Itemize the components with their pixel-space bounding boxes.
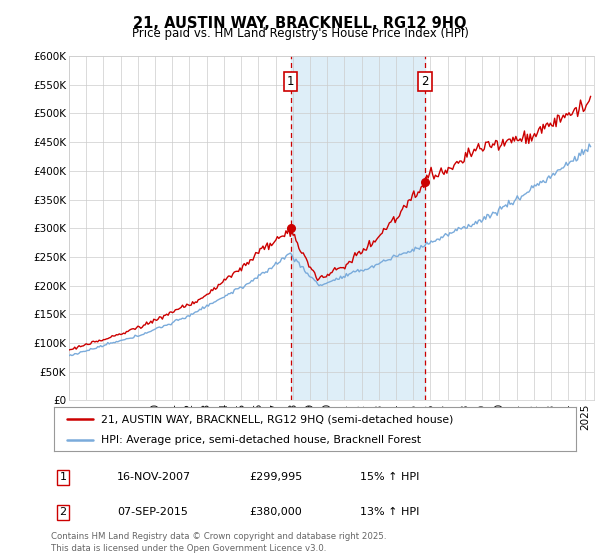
Text: 2: 2 (421, 76, 429, 88)
Text: HPI: Average price, semi-detached house, Bracknell Forest: HPI: Average price, semi-detached house,… (101, 435, 421, 445)
Text: 16-NOV-2007: 16-NOV-2007 (117, 472, 191, 482)
Text: 1: 1 (59, 472, 67, 482)
Text: 21, AUSTIN WAY, BRACKNELL, RG12 9HQ: 21, AUSTIN WAY, BRACKNELL, RG12 9HQ (133, 16, 467, 31)
Text: Price paid vs. HM Land Registry's House Price Index (HPI): Price paid vs. HM Land Registry's House … (131, 27, 469, 40)
Text: 2: 2 (59, 507, 67, 517)
Text: 07-SEP-2015: 07-SEP-2015 (117, 507, 188, 517)
Text: 13% ↑ HPI: 13% ↑ HPI (360, 507, 419, 517)
Bar (291, 56, 425, 400)
Text: Contains HM Land Registry data © Crown copyright and database right 2025.
This d: Contains HM Land Registry data © Crown c… (51, 532, 386, 553)
Text: 21, AUSTIN WAY, BRACKNELL, RG12 9HQ (semi-detached house): 21, AUSTIN WAY, BRACKNELL, RG12 9HQ (sem… (101, 414, 454, 424)
Text: 1: 1 (287, 76, 295, 88)
Text: £380,000: £380,000 (249, 507, 302, 517)
Text: £299,995: £299,995 (249, 472, 302, 482)
Text: 15% ↑ HPI: 15% ↑ HPI (360, 472, 419, 482)
